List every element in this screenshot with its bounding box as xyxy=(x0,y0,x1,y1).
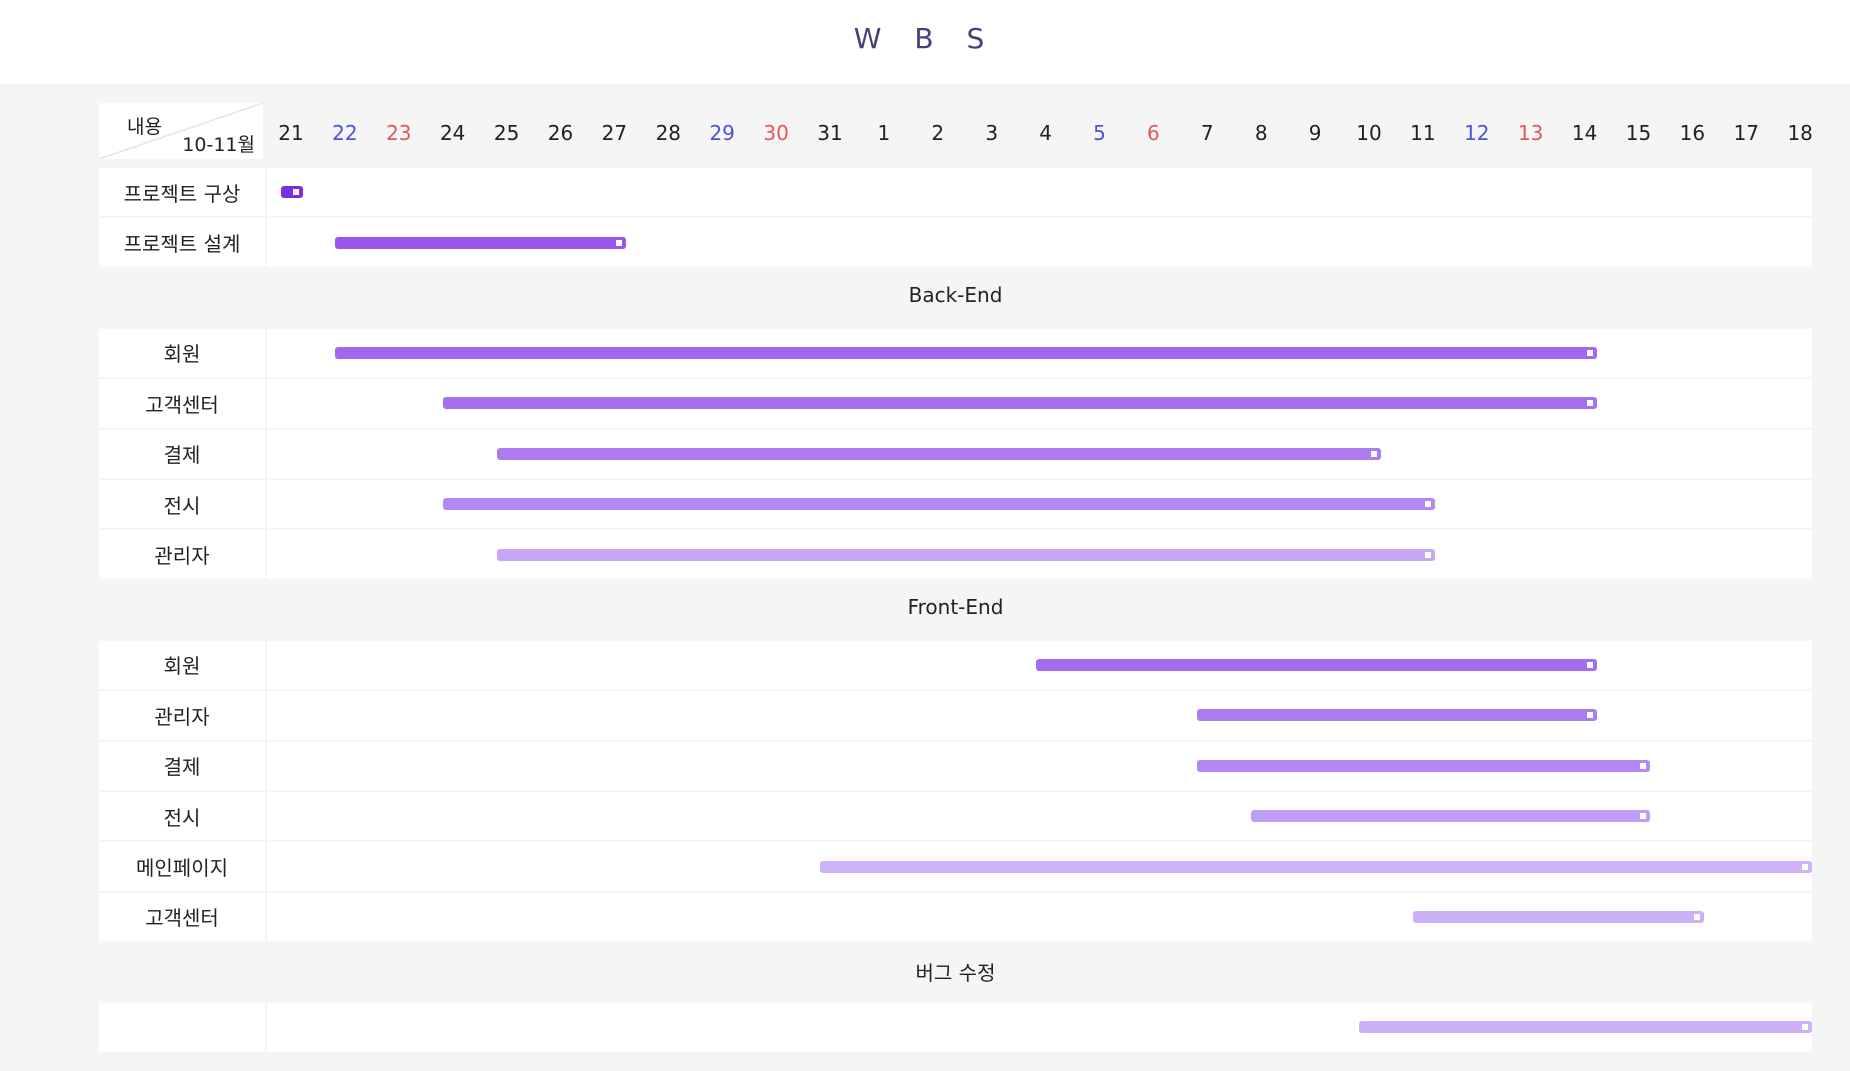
corner-label-content: 내용 xyxy=(127,116,162,138)
task-label: 프로젝트 설계 xyxy=(99,218,265,267)
day-label: 14 xyxy=(1571,121,1598,145)
bar-end-marker xyxy=(1424,501,1431,508)
task-label xyxy=(99,1003,265,1052)
section-header: 버그 수정 xyxy=(915,961,996,986)
bar-end-marker xyxy=(1586,662,1593,668)
day-label: 13 xyxy=(1517,121,1544,145)
section-header: Back-End xyxy=(908,282,1003,307)
day-label: 31 xyxy=(817,121,843,145)
task-label: 결제 xyxy=(99,429,265,478)
day-label: 3 xyxy=(985,121,999,145)
task-label: 고객센터 xyxy=(99,379,265,428)
task-bar[interactable] xyxy=(820,860,1813,873)
day-label: 11 xyxy=(1410,121,1436,145)
bar-end-marker xyxy=(1802,863,1809,870)
day-label: 23 xyxy=(386,121,412,145)
task-bar[interactable] xyxy=(442,397,1597,410)
task-label: 회원 xyxy=(99,328,265,378)
task-label: 고객센터 xyxy=(99,892,265,942)
day-label: 28 xyxy=(655,121,682,145)
task-label: 전시 xyxy=(99,480,265,529)
bar-end-marker xyxy=(1586,712,1593,719)
section-header: Front-End xyxy=(907,594,1004,619)
day-label: 1 xyxy=(877,121,891,145)
day-label: 7 xyxy=(1200,121,1214,145)
bar-end-marker xyxy=(1370,450,1377,457)
day-label: 2 xyxy=(931,121,945,145)
task-label: 프로젝트 구상 xyxy=(99,168,265,217)
task-bar[interactable] xyxy=(1197,709,1597,722)
day-label: 26 xyxy=(547,121,574,145)
task-bar[interactable] xyxy=(334,347,1597,359)
page-title: W B S xyxy=(853,22,997,55)
day-label: 15 xyxy=(1625,121,1652,145)
header-corner-cell: 내용 10-11월 xyxy=(99,103,263,159)
day-label: 17 xyxy=(1733,121,1760,145)
task-bar[interactable] xyxy=(1197,759,1651,772)
bar-end-marker xyxy=(293,189,299,196)
corner-label-month: 10-11월 xyxy=(182,134,255,156)
day-label: 29 xyxy=(709,121,735,145)
day-label: 12 xyxy=(1464,121,1490,145)
bar-end-marker xyxy=(1640,762,1647,769)
day-label: 30 xyxy=(763,121,789,145)
day-label: 24 xyxy=(439,121,466,145)
task-bar[interactable] xyxy=(442,498,1435,511)
task-label: 회원 xyxy=(99,640,265,690)
title-bar: W B S xyxy=(0,0,1850,84)
day-label: 16 xyxy=(1679,121,1706,145)
bar-end-marker xyxy=(1640,813,1647,820)
task-bar[interactable] xyxy=(1251,810,1651,823)
day-label: 8 xyxy=(1254,121,1268,145)
task-bar[interactable] xyxy=(1412,911,1705,923)
day-label: 25 xyxy=(493,121,520,145)
task-bar[interactable] xyxy=(496,447,1381,460)
bar-end-marker xyxy=(616,239,623,246)
day-label: 18 xyxy=(1787,121,1813,145)
task-label: 결제 xyxy=(99,741,265,790)
task-bar[interactable] xyxy=(1359,1021,1813,1034)
task-row xyxy=(267,168,1812,217)
corner-diagonal-line xyxy=(99,103,263,159)
task-label: 관리자 xyxy=(99,691,265,740)
task-label: 전시 xyxy=(99,792,265,841)
day-label: 6 xyxy=(1147,121,1160,145)
task-bar[interactable] xyxy=(334,236,627,249)
day-label: 5 xyxy=(1093,121,1106,145)
task-label: 메인페이지 xyxy=(99,842,265,891)
day-label: 10 xyxy=(1356,121,1382,145)
task-bar[interactable] xyxy=(281,186,303,199)
bar-end-marker xyxy=(1424,551,1431,558)
day-label: 21 xyxy=(278,121,304,145)
day-label: 9 xyxy=(1308,121,1322,145)
day-label: 22 xyxy=(332,121,358,145)
day-label: 27 xyxy=(601,121,628,145)
bar-end-marker xyxy=(1802,1024,1809,1031)
bar-end-marker xyxy=(1586,400,1593,407)
task-label: 관리자 xyxy=(99,530,265,579)
day-label: 4 xyxy=(1039,121,1052,145)
task-bar[interactable] xyxy=(496,548,1435,561)
bar-end-marker xyxy=(1586,350,1593,356)
task-bar[interactable] xyxy=(1035,659,1597,671)
bar-end-marker xyxy=(1694,914,1701,920)
